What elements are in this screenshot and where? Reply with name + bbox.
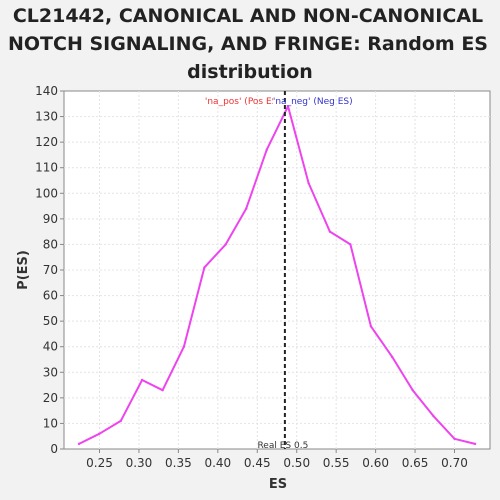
y-tick-label: 50: [43, 314, 58, 328]
data-point: [77, 442, 81, 446]
real-es-label: Real ES 0.5: [257, 441, 308, 451]
series-layer: [77, 105, 477, 446]
chart-title-line-2: NOTCH SIGNALING, AND FRINGE: Random ES: [8, 33, 488, 55]
y-tick-label: 40: [43, 340, 58, 354]
data-point: [411, 388, 414, 392]
y-tick-label: 130: [35, 110, 58, 124]
y-tick-label: 100: [35, 186, 58, 200]
neg-es-annotation: 'na_neg' (Neg ES): [273, 97, 353, 107]
x-tick-label: 0.55: [323, 456, 350, 470]
y-tick-label: 60: [43, 289, 58, 303]
chart-title-line-1: CL21442, CANONICAL AND NON-CANONICAL: [13, 5, 483, 27]
y-tick-label: 0: [50, 442, 58, 456]
data-point: [349, 243, 352, 246]
y-tick-label: 90: [43, 212, 58, 226]
data-point: [307, 181, 310, 185]
x-tick-label: 0.40: [204, 456, 231, 470]
y-tick-label: 140: [35, 84, 58, 98]
x-tick-label: 0.65: [402, 456, 429, 470]
x-tick-label: 0.25: [86, 456, 113, 470]
data-point: [203, 266, 206, 269]
data-point: [224, 243, 227, 246]
chart-title-line-3: distribution: [187, 61, 313, 83]
data-point: [161, 388, 164, 392]
x-tick-label: 0.50: [283, 456, 310, 470]
data-point: [265, 148, 268, 152]
y-tick-label: 110: [35, 161, 58, 175]
x-tick-label: 0.45: [244, 456, 271, 470]
data-point: [119, 419, 123, 423]
y-axis-label: P(ES): [16, 250, 31, 290]
y-tick-label: 80: [43, 237, 58, 251]
data-point: [98, 432, 101, 435]
data-point: [286, 105, 290, 108]
x-axis-label: ES: [269, 477, 287, 492]
annotation-layer: 'na_pos' (Pos ES)'na_neg' (Neg ES): [205, 94, 353, 107]
es-distribution-line: [78, 105, 476, 445]
data-point: [369, 325, 373, 328]
x-tick-label: 0.35: [165, 456, 192, 470]
x-tick-label: 0.60: [362, 456, 389, 470]
y-tick-label: 20: [43, 391, 58, 405]
y-axis-ticks: 0 10 20 30 40 50 60 70 80 90 100 110 120 130 140: [35, 84, 64, 456]
y-tick-label: 120: [35, 135, 58, 149]
data-point: [182, 345, 186, 348]
data-point: [140, 378, 144, 382]
data-point: [245, 207, 248, 210]
pos-es-annotation: 'na_pos' (Pos ES): [205, 97, 281, 107]
y-tick-label: 70: [43, 263, 58, 277]
real-es-layer: Real ES 0.5: [257, 91, 308, 451]
y-tick-label: 30: [43, 365, 58, 379]
data-point: [473, 442, 477, 446]
data-point: [390, 355, 394, 359]
x-axis-ticks: 0.25 0.30 0.35 0.40 0.45 0.50 0.55 0.60 0.65 0.70: [86, 449, 468, 470]
annotation-overlap-mask: [272, 94, 281, 107]
data-point: [453, 437, 456, 440]
x-tick-label: 0.70: [441, 456, 468, 470]
data-point: [328, 230, 332, 233]
data-point: [432, 414, 435, 417]
grid-lines: [64, 91, 490, 449]
x-tick-label: 0.30: [126, 456, 153, 470]
y-tick-label: 10: [43, 416, 58, 430]
